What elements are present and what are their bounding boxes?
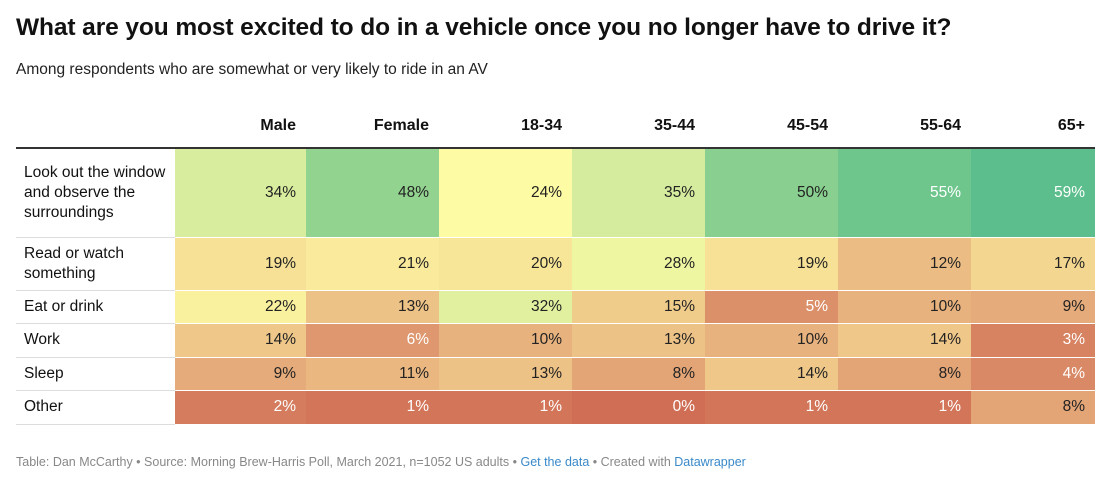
heatmap-cell: 3% [971, 323, 1095, 358]
heatmap-cell: 28% [572, 237, 705, 291]
heatmap-cell: 14% [838, 323, 971, 358]
heatmap-cell: 20% [439, 237, 572, 291]
heatmap-cell: 10% [439, 323, 572, 358]
heatmap-cell: 1% [838, 390, 971, 425]
column-header-male: Male [175, 105, 306, 149]
get-the-data-link[interactable]: Get the data [520, 455, 590, 469]
heatmap-cell: 22% [175, 290, 306, 324]
table-row: Sleep 9% 11% 13% 8% 14% 8% 4% [16, 357, 1095, 391]
table-row: Work 14% 6% 10% 13% 10% 14% 3% [16, 323, 1095, 358]
heatmap-cell: 13% [572, 323, 705, 358]
column-header-female: Female [306, 105, 439, 149]
heatmap-cell: 10% [838, 290, 971, 324]
table-row: Other 2% 1% 1% 0% 1% 1% 8% [16, 390, 1095, 425]
heatmap-cell: 9% [175, 357, 306, 391]
footer-credit: Table: Dan McCarthy • Source: Morning Br… [16, 455, 521, 469]
heatmap-cell: 1% [439, 390, 572, 425]
column-header-45-54: 45-54 [705, 105, 838, 149]
heatmap-cell: 4% [971, 357, 1095, 391]
corner-cell [16, 105, 175, 149]
column-header-row: Male Female 18-34 35-44 45-54 55-64 65+ [16, 105, 1095, 149]
heatmap-cell: 11% [306, 357, 439, 391]
heatmap-table: Male Female 18-34 35-44 45-54 55-64 65+ Look o… [16, 105, 1095, 425]
heatmap-cell: 24% [439, 148, 572, 238]
heatmap-cell: 14% [705, 357, 838, 391]
heatmap-cell: 12% [838, 237, 971, 291]
heatmap-cell: 1% [306, 390, 439, 425]
heatmap-cell: 34% [175, 148, 306, 238]
row-label: Sleep [16, 357, 175, 391]
heatmap-cell: 59% [971, 148, 1095, 238]
heatmap-cell: 48% [306, 148, 439, 238]
row-label: Read or watch something [16, 237, 175, 291]
heatmap-cell: 15% [572, 290, 705, 324]
chart-footer: Table: Dan McCarthy • Source: Morning Br… [16, 455, 746, 469]
heatmap-cell: 8% [838, 357, 971, 391]
column-header-65-: 65+ [971, 105, 1095, 149]
heatmap-cell: 13% [306, 290, 439, 324]
heatmap-cell: 2% [175, 390, 306, 425]
heatmap-cell: 14% [175, 323, 306, 358]
table-row: Eat or drink 22% 13% 32% 15% 5% 10% 9% [16, 290, 1095, 324]
heatmap-cell: 8% [572, 357, 705, 391]
chart-title: What are you most excited to do in a veh… [16, 14, 952, 41]
heatmap-cell: 35% [572, 148, 705, 238]
column-header-55-64: 55-64 [838, 105, 971, 149]
heatmap-cell: 9% [971, 290, 1095, 324]
heatmap-cell: 0% [572, 390, 705, 425]
heatmap-cell: 21% [306, 237, 439, 291]
heatmap-cell: 10% [705, 323, 838, 358]
column-header-35-44: 35-44 [572, 105, 705, 149]
table-row: Look out the window and observe the surr… [16, 148, 1095, 238]
heatmap-cell: 5% [705, 290, 838, 324]
chart-subtitle: Among respondents who are somewhat or ve… [16, 61, 488, 78]
row-label: Look out the window and observe the surr… [16, 148, 175, 238]
footer-separator: • Created with [589, 455, 675, 469]
heatmap-cell: 50% [705, 148, 838, 238]
heatmap-cell: 55% [838, 148, 971, 238]
heatmap-cell: 1% [705, 390, 838, 425]
row-label: Other [16, 390, 175, 425]
table-body: Look out the window and observe the surr… [16, 148, 1095, 425]
heatmap-cell: 32% [439, 290, 572, 324]
heatmap-cell: 8% [971, 390, 1095, 425]
heatmap-cell: 13% [439, 357, 572, 391]
table-row: Read or watch something 19% 21% 20% 28% 19% 12… [16, 237, 1095, 291]
row-label: Work [16, 323, 175, 358]
row-label: Eat or drink [16, 290, 175, 324]
column-header-18-34: 18-34 [439, 105, 572, 149]
heatmap-cell: 19% [705, 237, 838, 291]
datawrapper-link[interactable]: Datawrapper [674, 455, 746, 469]
heatmap-cell: 17% [971, 237, 1095, 291]
heatmap-cell: 19% [175, 237, 306, 291]
heatmap-cell: 6% [306, 323, 439, 358]
